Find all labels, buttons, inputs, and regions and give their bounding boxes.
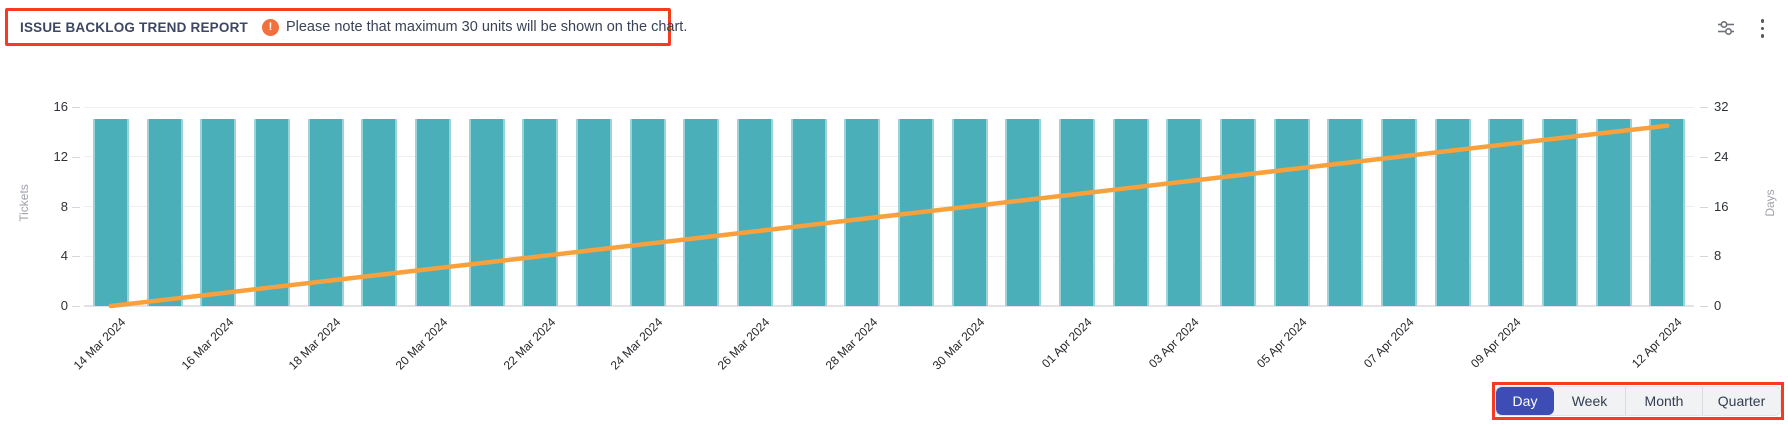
widget-toolbar	[1715, 17, 1767, 40]
bar[interactable]	[1380, 119, 1417, 306]
bar[interactable]	[683, 119, 720, 306]
alert-circle-icon: !	[261, 18, 279, 36]
right-axis-tick	[1700, 107, 1708, 108]
x-axis-date-label: 30 Mar 2024	[929, 315, 988, 373]
period-switcher-annotation-box: Day Week Month Quarter	[1492, 382, 1784, 420]
gridline	[84, 305, 1694, 307]
left-axis-tick-label: 12	[53, 148, 68, 164]
x-axis-date-label: 24 Mar 2024	[607, 315, 666, 373]
right-axis-tick-label: 8	[1714, 248, 1722, 264]
x-axis-date-label: 05 Apr 2024	[1253, 315, 1310, 371]
bar[interactable]	[1219, 119, 1256, 306]
right-axis-title: Days	[1763, 189, 1777, 217]
bar[interactable]	[1112, 119, 1149, 306]
period-switcher: Day Week Month Quarter	[1495, 386, 1781, 416]
left-axis-tick-label: 0	[60, 298, 68, 313]
period-button-month[interactable]: Month	[1626, 387, 1703, 415]
right-axis-tick-label: 24	[1714, 148, 1729, 164]
bar[interactable]	[790, 119, 827, 306]
right-axis-tick-label: 32	[1714, 99, 1729, 114]
bar[interactable]	[92, 119, 129, 306]
gridline	[84, 156, 1694, 158]
left-axis-tick	[72, 107, 80, 108]
left-axis-tick-label: 16	[53, 99, 68, 114]
right-axis-tick	[1700, 156, 1708, 158]
right-axis-tick	[1700, 206, 1708, 208]
right-axis-tick-label: 0	[1714, 298, 1722, 313]
bar[interactable]	[1327, 119, 1364, 306]
left-axis-tick	[72, 306, 80, 307]
x-axis-date-label: 28 Mar 2024	[822, 315, 881, 373]
bar[interactable]	[146, 119, 183, 306]
x-axis-date-label: 14 Mar 2024	[71, 315, 129, 373]
right-axis-tick	[1700, 256, 1708, 258]
bar[interactable]	[575, 119, 612, 306]
bar[interactable]	[522, 119, 559, 306]
period-button-week[interactable]: Week	[1554, 387, 1626, 415]
x-axis-date-label: 01 Apr 2024	[1039, 315, 1095, 371]
sliders-icon[interactable]	[1715, 17, 1737, 39]
left-axis-tick-label: 8	[60, 198, 68, 214]
gridline	[84, 255, 1694, 257]
x-axis-date-label: 16 Mar 2024	[178, 315, 237, 373]
right-axis-tick-label: 16	[1714, 198, 1729, 214]
kebab-menu-icon[interactable]	[1759, 17, 1767, 40]
x-axis-date-label: 03 Apr 2024	[1146, 315, 1203, 371]
bar[interactable]	[1005, 119, 1042, 306]
x-axis-date-label: 20 Mar 2024	[393, 315, 451, 373]
period-button-quarter[interactable]: Quarter	[1703, 387, 1780, 415]
trend-line	[108, 123, 1670, 309]
bar[interactable]	[1595, 119, 1632, 306]
chart-note: ! Please note that maximum 30 units will…	[261, 18, 688, 36]
report-header-annotation-box: ISSUE BACKLOG TREND REPORT ! Please note…	[5, 8, 687, 46]
page-title: ISSUE BACKLOG TREND REPORT	[20, 19, 248, 35]
left-axis-tick	[72, 156, 80, 158]
bar[interactable]	[414, 119, 451, 306]
bar[interactable]	[1649, 119, 1686, 306]
bar[interactable]	[844, 119, 881, 306]
bar[interactable]	[1166, 119, 1203, 306]
bar[interactable]	[1488, 119, 1525, 306]
left-axis-tick-label: 4	[60, 248, 68, 264]
bar[interactable]	[629, 119, 666, 306]
x-axis-date-label: 22 Mar 2024	[500, 315, 559, 373]
bar[interactable]	[307, 119, 344, 306]
x-axis-date-label: 09 Apr 2024	[1468, 315, 1525, 371]
bar[interactable]	[1273, 119, 1310, 306]
gridline	[84, 206, 1694, 207]
period-button-day[interactable]: Day	[1496, 387, 1554, 415]
chart-note-text: Please note that maximum 30 units will b…	[285, 19, 688, 35]
bar[interactable]	[200, 119, 237, 306]
bar[interactable]	[951, 119, 988, 306]
x-axis-date-label: 12 Apr 2024	[1629, 315, 1686, 371]
bar[interactable]	[736, 119, 773, 306]
bar[interactable]	[1058, 119, 1095, 306]
bar[interactable]	[1541, 119, 1578, 306]
left-axis-tick	[72, 256, 80, 258]
bar[interactable]	[253, 119, 290, 306]
x-axis-date-label: 07 Apr 2024	[1361, 315, 1417, 371]
right-axis-tick	[1700, 306, 1708, 307]
gridline	[84, 106, 1694, 108]
left-axis-tick	[72, 206, 80, 208]
x-axis-date-label: 26 Mar 2024	[715, 315, 773, 373]
bar[interactable]	[468, 119, 505, 306]
x-axis-date-label: 18 Mar 2024	[285, 315, 344, 373]
